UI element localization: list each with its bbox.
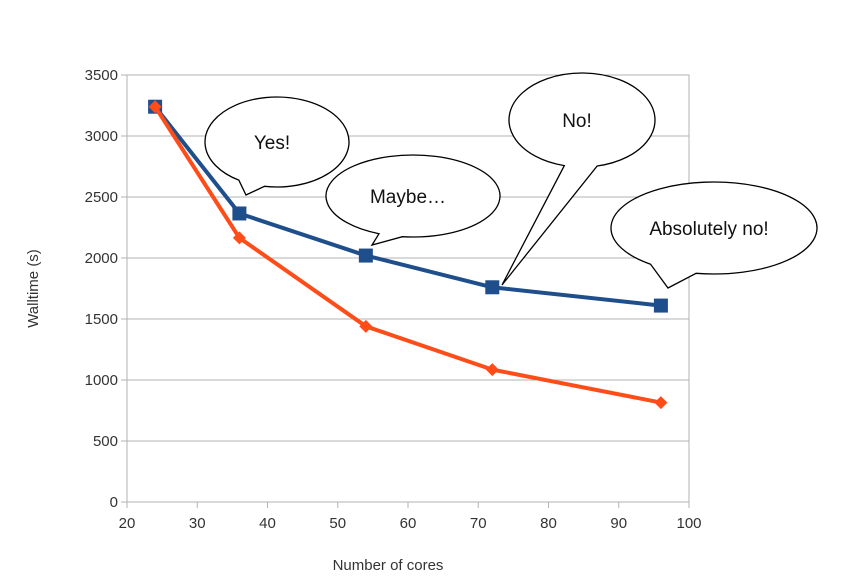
speech-bubble: Absolutely no!	[610, 181, 818, 289]
bubble-text: No!	[562, 111, 592, 132]
speech-bubble: Yes!	[204, 96, 350, 196]
series-2	[148, 100, 668, 410]
bubble-text: Yes!	[254, 133, 290, 154]
data-point-square	[653, 298, 668, 313]
x-axis-ticks: 20 30 40 50 60 70 80 90 100	[119, 502, 702, 532]
x-tick-label: 40	[259, 515, 276, 532]
data-point-diamond	[359, 319, 373, 333]
bubble-shape	[610, 181, 818, 289]
bubble-text: Maybe…	[370, 187, 446, 208]
x-tick-label: 20	[119, 515, 136, 532]
annotation-bubbles: Yes! Maybe… No! Absolutely no!	[204, 72, 818, 289]
x-tick-label: 50	[329, 515, 346, 532]
data-point-diamond	[148, 100, 162, 114]
x-tick-label: 100	[676, 515, 701, 532]
y-tick-label: 1500	[85, 311, 118, 328]
series-layer	[148, 99, 668, 410]
data-point-square	[232, 206, 247, 221]
data-point-diamond	[485, 363, 499, 377]
x-tick-label: 90	[610, 515, 627, 532]
x-tick-label: 80	[540, 515, 557, 532]
data-point-square	[358, 248, 373, 263]
y-tick-label: 500	[93, 433, 118, 450]
y-tick-label: 1000	[85, 372, 118, 389]
x-tick-label: 30	[189, 515, 206, 532]
y-axis-title: Walltime (s)	[25, 249, 42, 328]
y-axis-ticks: 0 500 1000 1500 2000 2500 3000 3500	[85, 67, 118, 511]
bubble-shape	[501, 72, 656, 286]
x-axis-title: Number of cores	[333, 557, 444, 574]
y-tick-label: 3500	[85, 67, 118, 84]
y-tick-label: 3000	[85, 128, 118, 145]
y-tick-label: 2500	[85, 189, 118, 206]
bubble-shape	[325, 154, 501, 247]
y-tick-label: 0	[110, 494, 118, 511]
speech-bubble: Maybe…	[325, 154, 501, 247]
bubble-text: Absolutely no!	[649, 219, 768, 240]
series-1	[148, 99, 668, 313]
x-tick-label: 70	[470, 515, 487, 532]
x-tick-label: 60	[400, 515, 417, 532]
data-point-diamond	[232, 231, 246, 245]
data-point-diamond	[654, 396, 668, 410]
speech-bubble: No!	[501, 72, 656, 286]
y-tick-label: 2000	[85, 250, 118, 267]
data-point-square	[485, 280, 500, 295]
bubble-shape	[204, 96, 350, 196]
